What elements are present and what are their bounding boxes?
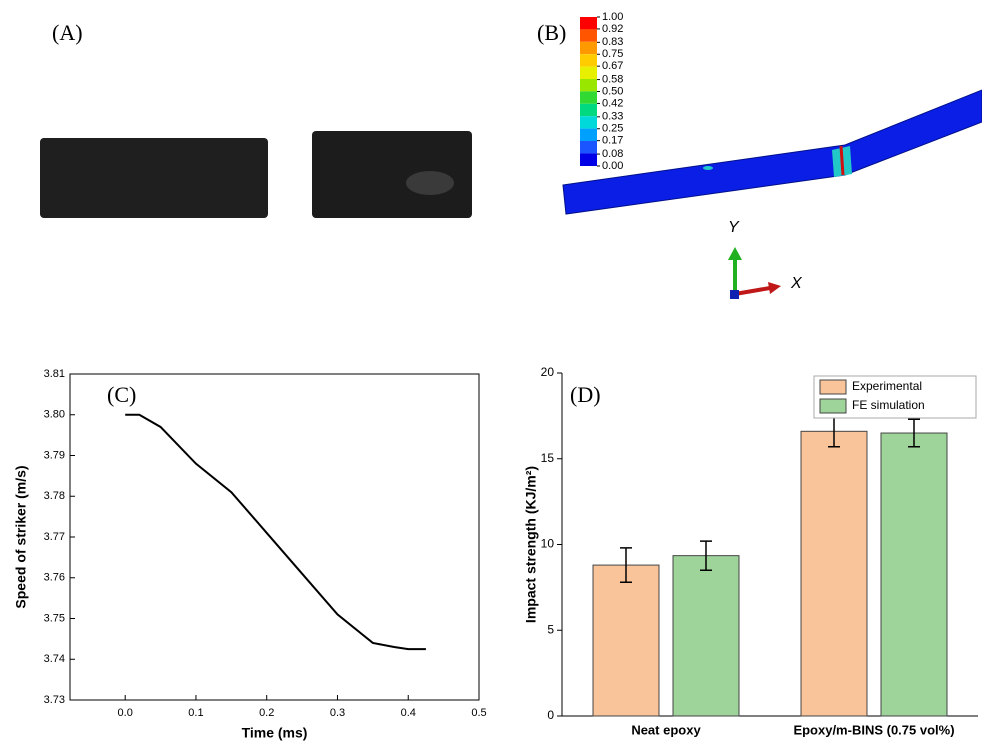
y-tick-label: 3.80 — [44, 409, 65, 421]
hot-spot — [703, 166, 713, 170]
error-bar — [620, 547, 632, 583]
swatch — [580, 29, 597, 42]
legend-label: FE simulation — [852, 398, 925, 412]
colorbar-label: 0.75 — [602, 48, 623, 60]
y-tick-label: 5 — [547, 622, 554, 636]
swatch — [580, 128, 597, 141]
colorbar-label: 0.67 — [602, 60, 623, 72]
swatch — [580, 41, 597, 55]
colorbar-label: 0.83 — [602, 36, 623, 48]
x-tick-label: 0.2 — [259, 707, 274, 719]
axis-name: Y — [728, 219, 740, 236]
y-tick-label: 0 — [547, 708, 554, 722]
axis-arrow — [734, 286, 771, 296]
x-tick-label: 0.4 — [401, 707, 416, 719]
y-tick-label: 20 — [541, 365, 555, 379]
colorbar-label: 0.17 — [602, 135, 623, 147]
swatch — [580, 153, 597, 166]
y-tick-label: 3.75 — [44, 612, 65, 624]
bar — [880, 432, 948, 717]
arrow-head — [728, 247, 742, 260]
x-tick-label: Epoxy/m-BINS (0.75 vol%) — [793, 722, 954, 737]
swatch — [580, 116, 597, 129]
colorbar-label: 0.58 — [602, 73, 623, 85]
y-axis-label: Speed of striker (m/s) — [13, 465, 29, 608]
specimen-half — [312, 131, 472, 218]
y-tick-label: 3.77 — [44, 531, 65, 543]
swatch — [580, 103, 597, 117]
error-bar — [700, 540, 712, 571]
bar — [800, 430, 868, 717]
y-tick-label: 3.81 — [44, 368, 65, 380]
x-tick-label: 0.5 — [471, 707, 486, 719]
origin — [730, 290, 739, 299]
panel-label: (A) — [52, 20, 83, 45]
colorbar-label: 0.92 — [602, 23, 623, 35]
swatch — [580, 54, 597, 67]
plot-frame — [69, 373, 480, 701]
y-tick-label: 10 — [541, 537, 555, 551]
y-tick-label: 3.78 — [44, 490, 65, 502]
colorbar-label: 0.25 — [602, 123, 623, 135]
y-tick-label: 3.79 — [44, 449, 65, 461]
colorbar-label: 0.08 — [602, 148, 623, 160]
beam — [562, 89, 982, 215]
bar — [592, 564, 660, 717]
legend-label: Experimental — [852, 379, 922, 393]
colorbar-label: 0.00 — [602, 160, 623, 172]
swatch — [580, 66, 597, 79]
x-tick-label: 0.0 — [118, 707, 133, 719]
colorbar-label: 0.50 — [602, 85, 623, 97]
arrow-head — [768, 282, 781, 294]
panel-label: (C) — [107, 382, 136, 407]
contour-colorbar — [580, 17, 597, 166]
y-axis-label: Impact strength (KJ/m²) — [523, 466, 539, 623]
swatch — [580, 141, 597, 154]
crack — [839, 145, 845, 176]
y-tick-label: 3.74 — [44, 653, 65, 665]
axis-name: X — [790, 275, 803, 292]
colorbar-label: 0.33 — [602, 111, 623, 123]
x-axis-label: Time (ms) — [242, 725, 308, 741]
bar — [672, 555, 740, 717]
y-tick-label: 3.76 — [44, 572, 65, 584]
swatch — [580, 91, 597, 104]
y-tick-label: 15 — [541, 451, 555, 465]
x-tick-label: 0.3 — [330, 707, 345, 719]
line — [125, 413, 426, 651]
y-tick-label: 3.73 — [44, 694, 65, 706]
legend-swatch — [819, 398, 847, 414]
swatch — [580, 17, 597, 30]
specimen-half — [40, 138, 268, 218]
x-tick-label: Neat epoxy — [631, 722, 701, 737]
colorbar-label: 0.42 — [602, 97, 623, 109]
x-tick-label: 0.1 — [188, 707, 203, 719]
error-bar — [908, 418, 920, 448]
panel-label: (B) — [537, 20, 566, 45]
colorbar-label: 1.00 — [602, 11, 623, 23]
swatch — [580, 79, 597, 92]
fracture-spot — [406, 171, 454, 195]
panel-label: (D) — [570, 382, 601, 407]
legend-swatch — [819, 379, 847, 395]
